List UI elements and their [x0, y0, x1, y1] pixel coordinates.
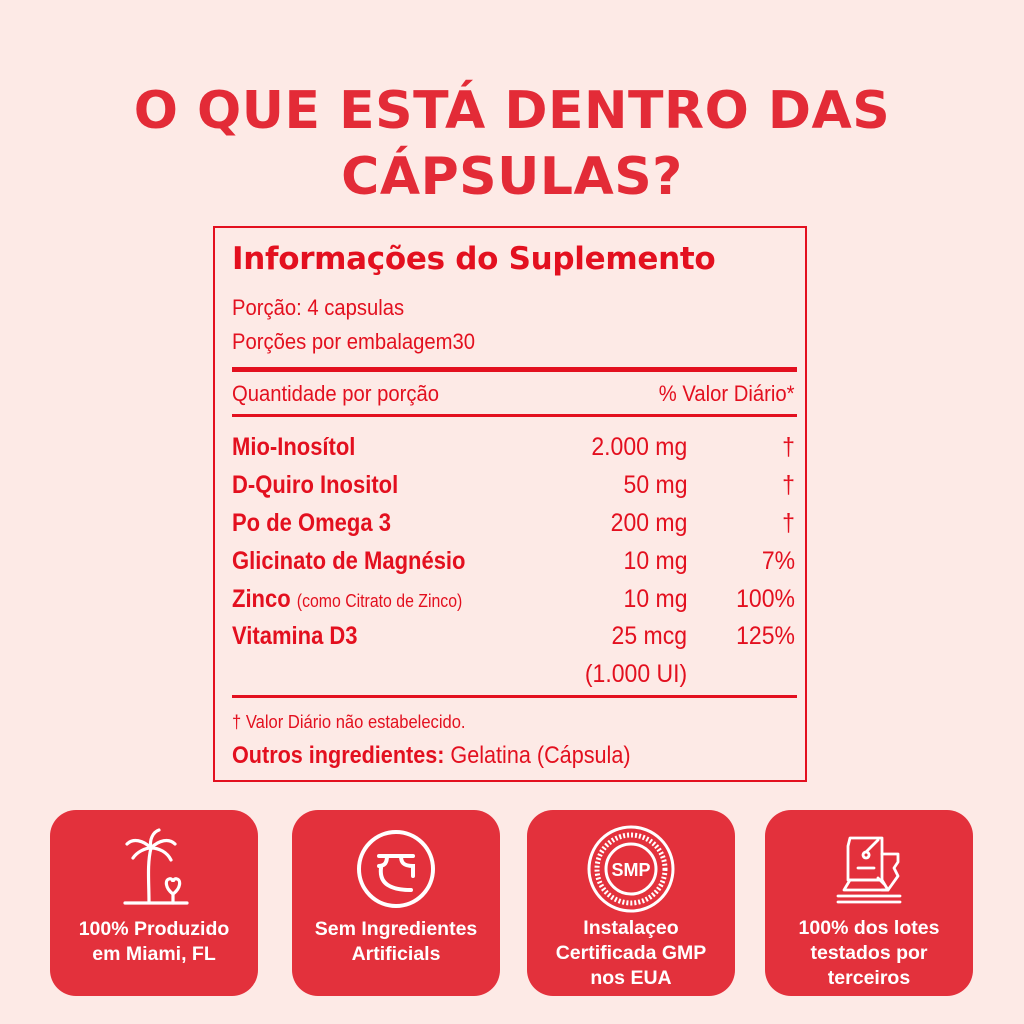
supplement-facts-title: Informações do Suplemento: [232, 241, 716, 277]
ingredient-daily-value: †: [782, 471, 795, 499]
daily-value-header: % Valor Diário*: [659, 381, 795, 406]
ingredient-amount: 10 mg: [623, 585, 687, 613]
ingredient-amount-iu: (1.000 UI): [584, 660, 687, 688]
divider-thin: [232, 414, 797, 417]
ingredient-row: Po de Omega 3 200 mg †: [232, 509, 797, 547]
ingredient-amount: 2.000 mg: [591, 433, 687, 461]
amount-per-serving-header: Quantidade por porção: [232, 381, 440, 406]
badge-no-artificial: Sem Ingredientes Artificials: [292, 810, 500, 996]
badge-third-party-tested: 100% dos lotes testados por terceiros: [765, 810, 973, 996]
badge-made-in-miami: 100% Produzido em Miami, FL: [50, 810, 258, 996]
badge-text: 100% Produzido em Miami, FL: [50, 917, 258, 967]
badge-line: testados por: [810, 942, 928, 964]
lab-test-icon: [836, 836, 902, 904]
ingredient-row: Zinco (como Citrato de Zinco) 10 mg 100%: [232, 585, 797, 623]
footnote: † Valor Diário não estabelecido.: [232, 712, 466, 733]
badge-line: terceiros: [827, 967, 911, 989]
headline-line-2: CÁPSULAS?: [341, 147, 683, 207]
ingredient-row: Glicinato de Magnésio 10 mg 7%: [232, 547, 797, 585]
badge-line: Instalaçeo: [583, 917, 679, 939]
ingredient-row: D-Quiro Inositol 50 mg †: [232, 471, 797, 509]
serving-size: Porção: 4 capsulas: [232, 295, 405, 320]
ingredient-amount: 10 mg: [623, 547, 687, 575]
ingredient-row: Mio-Inosítol 2.000 mg †: [232, 433, 797, 471]
headline-line-1: O QUE ESTÁ DENTRO DAS: [133, 81, 891, 141]
footnote-text: Valor Diário não estabelecido.: [245, 712, 466, 732]
supplement-facts-panel: Informações do Suplemento Porção: 4 caps…: [213, 226, 807, 782]
badge-text: 100% dos lotes testados por terceiros: [765, 916, 973, 991]
page-headline: O QUE ESTÁ DENTRO DAS CÁPSULAS?: [0, 78, 1024, 210]
ingredient-daily-value: †: [782, 509, 795, 537]
other-ingredients-label: Outros ingredientes:: [232, 742, 445, 769]
other-ingredients: Outros ingredientes: Gelatina (Cápsula): [232, 742, 631, 770]
ingredient-daily-value: †: [782, 433, 795, 461]
palm-tree-heart-icon: [123, 828, 189, 905]
badge-line: 100% dos lotes: [798, 917, 940, 939]
badge-line: Certificada GMP: [555, 942, 707, 964]
ingredient-name: Mio-Inosítol: [232, 433, 356, 461]
servings-per-container: Porções por embalagem30: [232, 329, 476, 354]
seal-text: SMP: [611, 860, 650, 880]
ingredient-name-note: (como Citrato de Zinco): [296, 591, 463, 611]
badge-line: Artificials: [351, 943, 441, 965]
ingredient-daily-value: 125%: [736, 622, 795, 650]
dagger-symbol: †: [232, 712, 242, 732]
badge-text: Sem Ingredientes Artificials: [292, 917, 500, 967]
ingredient-name: Po de Omega 3: [232, 509, 391, 537]
badge-line: em Miami, FL: [92, 943, 216, 965]
no-artificial-icon: [357, 830, 435, 908]
divider-thick: [232, 367, 797, 372]
divider-thin-bottom: [232, 695, 797, 698]
ingredient-name: D-Quiro Inositol: [232, 471, 399, 499]
ingredient-daily-value: 7%: [761, 547, 795, 575]
ingredient-amount: 50 mg: [623, 471, 687, 499]
other-ingredients-value: Gelatina (Cápsula): [450, 742, 631, 769]
badge-line: 100% Produzido: [78, 918, 230, 940]
ingredient-amount: 25 mcg: [611, 622, 687, 650]
ingredient-name: Glicinato de Magnésio: [232, 547, 466, 575]
ingredient-daily-value: 100%: [736, 585, 795, 613]
badge-text: Instalaçeo Certificada GMP nos EUA: [527, 916, 735, 991]
ingredient-row: Vitamina D3 25 mcg 125%: [232, 622, 797, 660]
ingredient-amount: 200 mg: [610, 509, 687, 537]
gmp-seal-icon: SMP: [587, 825, 675, 913]
ingredient-name: Zinco (como Citrato de Zinco): [232, 585, 462, 614]
badge-line: Sem Ingredientes: [314, 918, 478, 940]
ingredient-name: Vitamina D3: [232, 622, 358, 650]
ingredient-name-main: Zinco: [232, 585, 291, 613]
badge-gmp-certified: SMP Instalaçeo Certificada GMP nos EUA: [527, 810, 735, 996]
badge-line: nos EUA: [590, 967, 672, 989]
